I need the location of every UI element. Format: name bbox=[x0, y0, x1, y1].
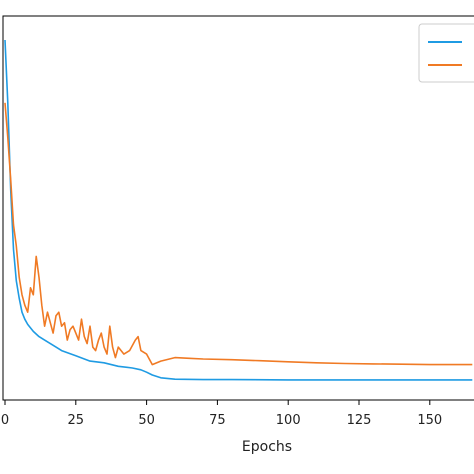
series-layer bbox=[4, 39, 473, 381]
legend bbox=[418, 23, 474, 83]
x-axis-label: Epochs bbox=[242, 439, 292, 455]
series-line-1 bbox=[4, 39, 473, 381]
x-tick-label: 100 bbox=[276, 413, 301, 428]
plot-frame bbox=[2, 15, 474, 401]
series-line-2 bbox=[4, 102, 473, 366]
legend-box bbox=[418, 23, 474, 83]
x-tick-label: 50 bbox=[138, 413, 155, 428]
x-tick-label: 150 bbox=[417, 413, 442, 428]
x-ticks: 0 25 50 75 100 125 150 bbox=[1, 400, 442, 428]
x-tick-label: 125 bbox=[347, 413, 372, 428]
x-tick-label: 25 bbox=[68, 413, 85, 428]
x-tick-label: 0 bbox=[1, 413, 9, 428]
x-tick-label: 75 bbox=[209, 413, 226, 428]
